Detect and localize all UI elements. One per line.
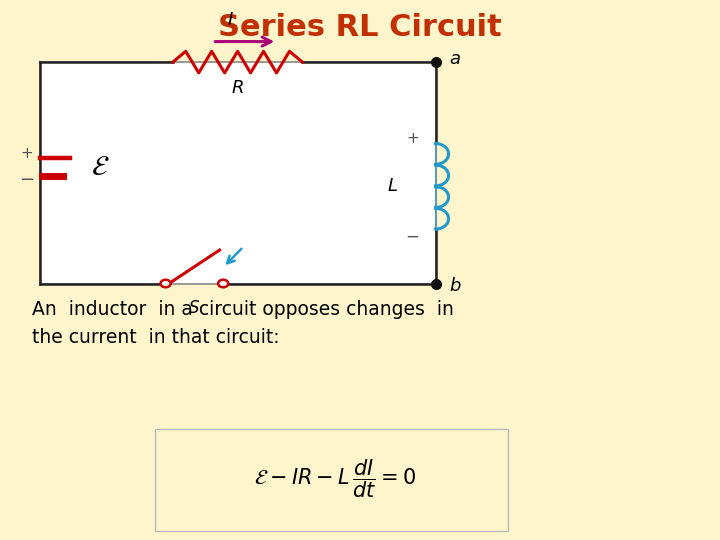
Text: $\mathcal{E}$: $\mathcal{E}$ [91, 153, 110, 181]
FancyBboxPatch shape [155, 429, 508, 531]
Text: $R$: $R$ [231, 79, 244, 97]
Text: $b$: $b$ [449, 277, 461, 295]
Text: $I$: $I$ [227, 11, 234, 29]
Text: $+$: $+$ [406, 131, 419, 146]
Text: $a$: $a$ [449, 50, 460, 69]
Text: $S$: $S$ [189, 299, 200, 316]
Text: $L$: $L$ [387, 177, 398, 195]
Text: $\boldsymbol{\mathcal{E}} - IR - L\,\dfrac{dI}{dt} = 0$: $\boldsymbol{\mathcal{E}} - IR - L\,\dfr… [253, 458, 416, 500]
Text: $+$: $+$ [20, 146, 33, 161]
Circle shape [161, 280, 171, 287]
Text: An  inductor  in a circuit opposes changes  in
the current  in that circuit:: An inductor in a circuit opposes changes… [32, 300, 454, 347]
Text: $-$: $-$ [19, 169, 35, 187]
Circle shape [218, 280, 228, 287]
FancyBboxPatch shape [40, 62, 436, 284]
Text: $-$: $-$ [405, 227, 420, 245]
Text: Series RL Circuit: Series RL Circuit [218, 12, 502, 42]
